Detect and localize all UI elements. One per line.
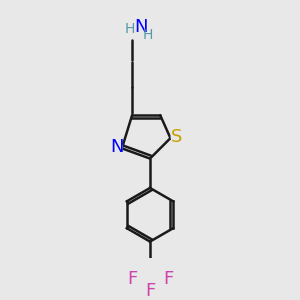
Text: F: F [127,270,137,288]
Text: F: F [163,270,173,288]
Circle shape [144,286,156,297]
Text: H: H [124,22,135,36]
Circle shape [135,21,147,33]
Circle shape [162,273,173,284]
Circle shape [111,142,122,153]
Text: H: H [143,28,153,42]
Text: F: F [145,282,155,300]
Text: N: N [134,18,148,36]
Circle shape [143,30,153,39]
Circle shape [171,131,182,142]
Text: S: S [171,128,182,146]
Circle shape [125,24,134,33]
Text: N: N [110,138,124,156]
Circle shape [127,273,138,284]
